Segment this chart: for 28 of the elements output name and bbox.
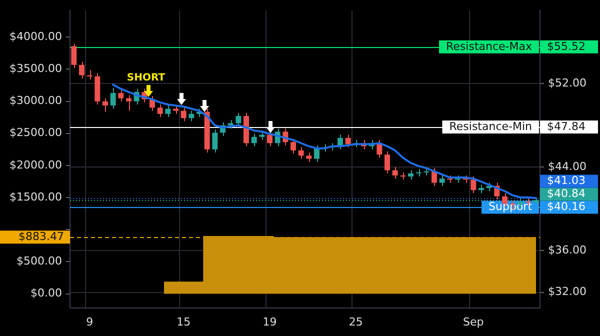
x-tick-label: 15 — [176, 315, 191, 328]
y2-tick-label: $44.00 — [548, 160, 586, 173]
x-tick-label: 9 — [86, 315, 94, 328]
y-tick-label: $1500.00 — [10, 190, 62, 204]
y-tick-label: $2500.00 — [10, 126, 62, 140]
x-tick-label: Sep — [463, 315, 484, 328]
ref-line-label: $40.84 — [547, 187, 586, 200]
candlestick — [173, 105, 178, 114]
y2-tick-label: $36.00 — [548, 243, 586, 256]
y-tick-label: $2000.00 — [10, 158, 62, 172]
y2-tick-label: $47.84 — [547, 120, 586, 133]
y-tick-label: $883.47 — [18, 230, 64, 243]
y-tick-label: $3500.00 — [10, 62, 62, 76]
y-tick-label: $3000.00 — [10, 94, 62, 108]
x-tick-label: 19 — [262, 315, 277, 328]
y-tick-label: $500.00 — [16, 254, 62, 268]
y2-tick-label: $55.52 — [547, 40, 586, 53]
y-tick-label: $4000.00 — [10, 30, 62, 43]
y2-tick-label: $40.16 — [547, 200, 586, 214]
annotation: SHORT — [126, 72, 166, 84]
y2-tick-label: $32.00 — [548, 285, 586, 298]
y2-tick-label: $52.00 — [548, 76, 586, 90]
y-tick-label: $0.00 — [30, 286, 62, 300]
ref-line-label: $41.03 — [547, 174, 586, 188]
x-tick-label: 25 — [348, 315, 363, 328]
ref-line-label: Resistance-Max — [446, 40, 532, 53]
ref-line-label: Resistance-Min — [449, 120, 532, 133]
candlestick — [306, 152, 312, 162]
